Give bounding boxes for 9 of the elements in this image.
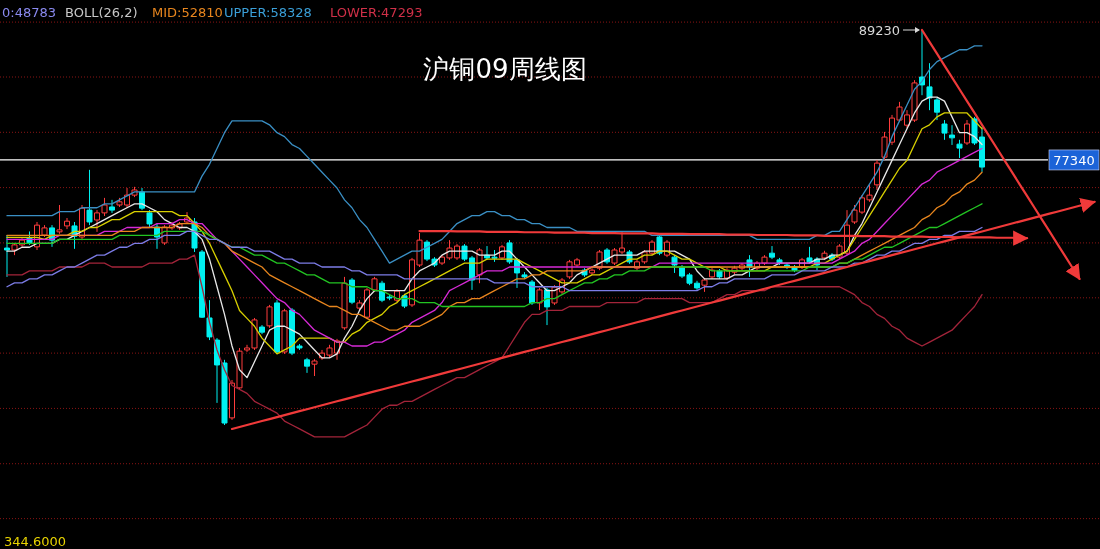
text: 沪铜09周线图	[423, 54, 587, 84]
text: 344.6000	[4, 534, 67, 549]
text: BOLL(26,2)	[65, 5, 138, 20]
annotation: 89230	[858, 23, 900, 38]
annotation: 77340	[1053, 152, 1095, 168]
text: 0:48783	[2, 5, 57, 20]
text: MID:52810	[152, 5, 223, 20]
text: LOWER:47293	[330, 5, 423, 20]
text: UPPER:58328	[224, 5, 312, 20]
